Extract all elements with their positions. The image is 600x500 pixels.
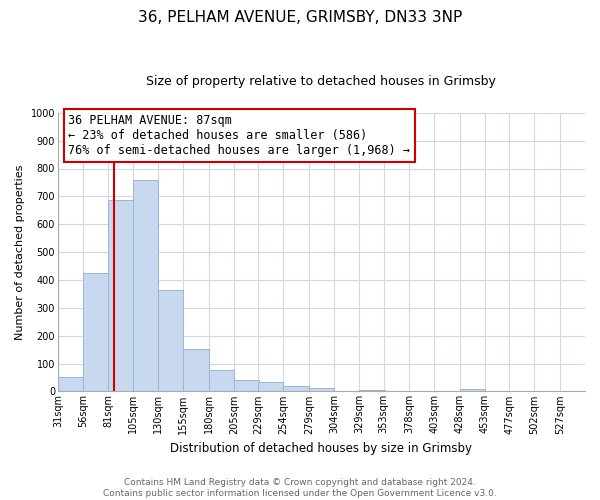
X-axis label: Distribution of detached houses by size in Grimsby: Distribution of detached houses by size … xyxy=(170,442,472,455)
Text: 36 PELHAM AVENUE: 87sqm
← 23% of detached houses are smaller (586)
76% of semi-d: 36 PELHAM AVENUE: 87sqm ← 23% of detache… xyxy=(68,114,410,157)
Bar xyxy=(184,349,209,392)
Bar xyxy=(133,180,158,392)
Bar xyxy=(460,389,485,392)
Bar xyxy=(209,370,234,392)
Y-axis label: Number of detached properties: Number of detached properties xyxy=(15,164,25,340)
Bar xyxy=(359,390,385,392)
Bar xyxy=(58,377,83,392)
Bar xyxy=(234,380,259,392)
Bar xyxy=(83,273,109,392)
Bar xyxy=(309,388,334,392)
Bar xyxy=(283,386,309,392)
Bar xyxy=(158,290,184,392)
Text: Contains HM Land Registry data © Crown copyright and database right 2024.
Contai: Contains HM Land Registry data © Crown c… xyxy=(103,478,497,498)
Text: 36, PELHAM AVENUE, GRIMSBY, DN33 3NP: 36, PELHAM AVENUE, GRIMSBY, DN33 3NP xyxy=(138,10,462,25)
Bar xyxy=(258,382,283,392)
Bar xyxy=(109,200,134,392)
Title: Size of property relative to detached houses in Grimsby: Size of property relative to detached ho… xyxy=(146,75,496,88)
